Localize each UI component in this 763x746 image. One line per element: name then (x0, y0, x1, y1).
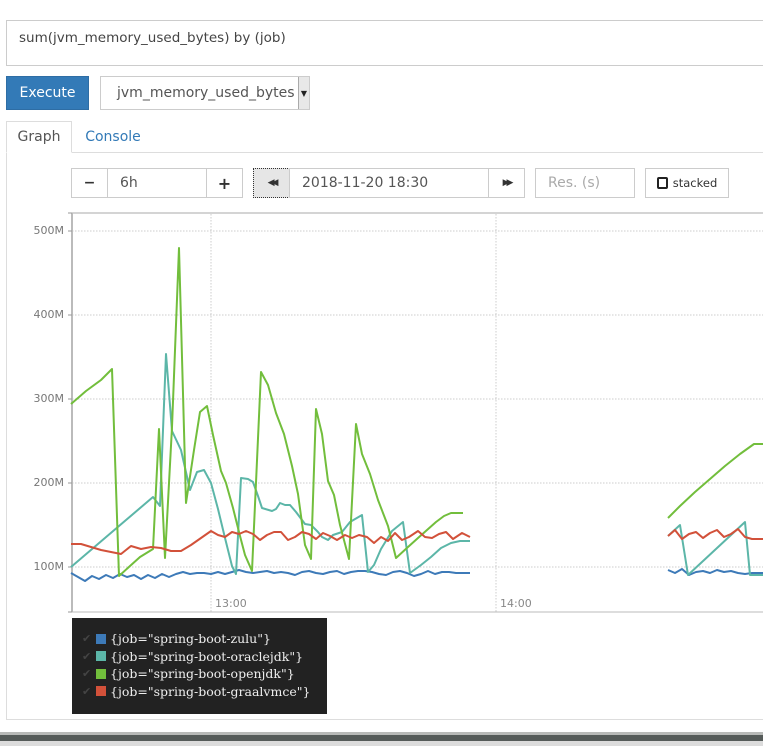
graph-panel (6, 152, 763, 720)
check-icon: ✔ (82, 632, 92, 646)
range-increase-button[interactable]: + (206, 168, 243, 198)
range-input[interactable]: 6h (107, 168, 207, 198)
expression-input[interactable]: sum(jvm_memory_used_bytes) by (job) (6, 20, 763, 66)
resolution-input[interactable]: Res. (s) (535, 168, 635, 198)
series-line-0 (70, 569, 470, 582)
y-tick-300m: 300M (33, 392, 65, 405)
dropdown-arrow-icon[interactable]: ▼ (298, 77, 309, 109)
legend-swatch (96, 668, 106, 679)
fast-forward-icon: ▶▶ (502, 178, 514, 188)
y-tick-200m: 200M (33, 476, 65, 489)
check-icon: ✔ (82, 649, 92, 663)
bottom-scrollbar-track (0, 741, 763, 746)
metric-select[interactable]: jvm_memory_used_bytes ▼ (100, 76, 310, 110)
checkbox-icon (656, 177, 668, 189)
y-tick-100m: 100M (33, 560, 65, 573)
legend-item-oraclejdk[interactable]: ✔ {job="spring-boot-oraclejdk"} (82, 648, 327, 666)
range-decrease-button[interactable]: − (71, 168, 108, 198)
legend-swatch (96, 686, 106, 697)
series-line-2 (667, 443, 763, 519)
legend-label: {job="spring-boot-zulu"} (110, 631, 271, 647)
check-icon: ✔ (82, 667, 92, 681)
series-line-2 (70, 247, 463, 577)
metric-select-value: jvm_memory_used_bytes (117, 85, 295, 101)
legend-label: {job="spring-boot-openjdk"} (110, 666, 295, 682)
series-line-1 (70, 353, 470, 575)
execute-button[interactable]: Execute (6, 76, 89, 110)
time-forward-button[interactable]: ▶▶ (488, 168, 525, 198)
stacked-toggle-button[interactable]: stacked (645, 168, 729, 198)
tab-graph[interactable]: Graph (6, 121, 72, 153)
stacked-label: stacked (672, 176, 718, 190)
chart-legend: ✔ {job="spring-boot-zulu"} ✔ {job="sprin… (72, 618, 327, 714)
y-tick-400m: 400M (33, 308, 65, 321)
tab-console[interactable]: Console (85, 129, 141, 145)
series-line-0 (667, 568, 763, 576)
legend-swatch (96, 651, 106, 662)
end-time-input[interactable]: 2018-11-20 18:30 (289, 168, 489, 198)
legend-item-zulu[interactable]: ✔ {job="spring-boot-zulu"} (82, 630, 327, 648)
y-tick-500m: 500M (33, 224, 65, 237)
legend-swatch (96, 633, 106, 644)
check-icon: ✔ (82, 684, 92, 698)
legend-item-graalvmce[interactable]: ✔ {job="spring-boot-graalvmce"} (82, 683, 327, 701)
rewind-icon: ◀◀ (267, 178, 279, 188)
x-tick-1400: 14:00 (500, 597, 532, 610)
time-back-button[interactable]: ◀◀ (253, 168, 290, 198)
bottom-scrollbar-edge (0, 732, 763, 735)
horizontal-scrollbar[interactable] (0, 735, 763, 741)
series-line-3 (71, 530, 471, 555)
tabs-divider (6, 152, 763, 153)
legend-item-openjdk[interactable]: ✔ {job="spring-boot-openjdk"} (82, 665, 327, 683)
chart-grid (72, 214, 763, 612)
series-line-1 (667, 521, 763, 576)
series-line-3 (667, 528, 763, 540)
legend-label: {job="spring-boot-graalvmce"} (110, 683, 311, 699)
x-tick-1300: 13:00 (215, 597, 247, 610)
legend-label: {job="spring-boot-oraclejdk"} (110, 648, 304, 664)
